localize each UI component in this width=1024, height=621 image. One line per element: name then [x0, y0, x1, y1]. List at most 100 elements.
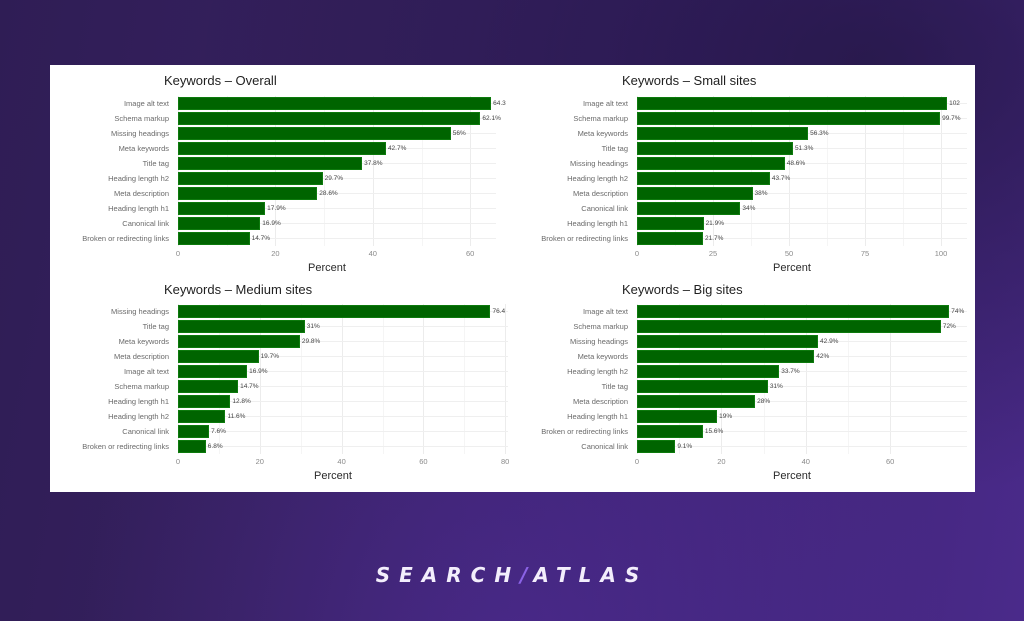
row-gridline	[637, 371, 967, 372]
bar-row: Meta keywords 56.3%	[578, 127, 967, 140]
category-label: Title tag	[601, 382, 628, 391]
bar	[178, 440, 206, 453]
bar-row: Image alt text 74%	[583, 305, 967, 318]
value-label: 42%	[816, 353, 830, 360]
bar	[178, 320, 305, 333]
bar-row: Canonical link 7.6%	[122, 425, 508, 438]
value-label: 21.7%	[704, 235, 724, 242]
bar-row: Heading length h1 19%	[567, 410, 967, 423]
bar	[637, 395, 756, 408]
gridline	[721, 304, 723, 454]
category-label: Meta keywords	[577, 352, 628, 361]
bar-row: Schema markup 62.1%	[114, 112, 501, 125]
bar-row: Heading length h2 29.7%	[108, 172, 496, 185]
bar-row: Meta keywords 42%	[578, 350, 967, 363]
bar-row: Title tag 31%	[143, 320, 508, 333]
category-label: Broken or redirecting links	[541, 427, 628, 436]
bar	[178, 217, 261, 230]
category-label: Schema markup	[573, 114, 628, 123]
x-tick-label: 40	[801, 457, 810, 466]
gridline-minor	[675, 96, 676, 246]
gridline-minor	[679, 304, 681, 454]
x-tick-label: 60	[466, 249, 475, 258]
value-label: 9.1%	[677, 443, 693, 450]
row-gridline	[637, 238, 967, 239]
value-label: 28%	[757, 398, 771, 405]
gridline	[505, 304, 507, 454]
bar	[637, 112, 941, 125]
bar-row: Broken or redirecting links 15.6%	[541, 425, 967, 438]
bar-row: Canonical link 9.1%	[581, 440, 967, 453]
plot-area: Image alt text 74% Schema markup 72% Missing…	[541, 304, 967, 454]
bar-row: Missing headings 42.9%	[570, 335, 967, 348]
value-label: 34%	[742, 205, 756, 212]
category-label: Heading length h2	[567, 174, 628, 183]
chart-title: Keywords – Medium sites	[164, 282, 313, 297]
row-gridline	[637, 446, 967, 447]
value-label: 72%	[942, 323, 956, 330]
bar-row: Meta keywords 42.7%	[119, 142, 496, 155]
chart-title: Keywords – Overall	[164, 73, 277, 88]
gridline-minor	[827, 96, 828, 246]
gridline	[372, 96, 374, 246]
bar	[178, 202, 266, 215]
gridline-minor	[421, 96, 423, 246]
bar	[637, 232, 703, 245]
value-label: 42.9%	[820, 338, 839, 345]
value-label: 48.6%	[786, 160, 806, 167]
gridline	[275, 96, 277, 246]
x-tick-label: 25	[708, 249, 718, 258]
bar	[637, 217, 704, 230]
gridline	[890, 304, 892, 454]
bar	[178, 97, 492, 110]
bar-row: Schema markup 72%	[573, 320, 967, 333]
category-label: Missing headings	[111, 307, 169, 316]
bar	[637, 187, 753, 200]
category-label: Image alt text	[582, 307, 628, 316]
category-label: Meta description	[113, 189, 169, 198]
row-gridline	[178, 326, 508, 327]
gridline-minor	[300, 304, 302, 454]
x-axis-label: Percent	[773, 470, 811, 482]
x-tick-label: 100	[934, 249, 948, 258]
value-label: 21.9%	[705, 220, 724, 227]
row-gridline	[178, 178, 496, 179]
bar-row: Missing headings 76.4	[111, 305, 508, 318]
category-label: Meta description	[113, 352, 169, 361]
bar-row: Heading length h2 11.6%	[108, 410, 508, 423]
value-label: 62.1%	[482, 115, 501, 122]
bar-row: Heading length h2 33.7%	[567, 365, 967, 378]
value-label: 12.8%	[232, 398, 251, 405]
gridline	[178, 96, 179, 246]
gridline	[470, 96, 472, 246]
x-tick-label: 60	[886, 457, 895, 466]
gridline-minor	[382, 304, 384, 454]
x-tick-label: 60	[419, 457, 428, 466]
bar	[178, 305, 491, 318]
bar	[637, 157, 785, 170]
row-gridline	[637, 193, 967, 194]
bar	[178, 157, 363, 170]
x-tick-label: 80	[501, 457, 510, 466]
row-gridline	[178, 193, 496, 194]
row-gridline	[637, 163, 967, 164]
value-label: 76.4	[492, 308, 506, 315]
row-gridline	[637, 178, 967, 179]
bar	[637, 425, 703, 438]
value-label: 51.3%	[794, 145, 814, 152]
plot-area: Image alt text 64.3 Schema markup 62.1% Miss…	[82, 96, 506, 246]
row-gridline	[637, 431, 967, 432]
row-gridline	[637, 386, 967, 387]
x-tick-label: 20	[271, 249, 280, 258]
value-label: 31%	[769, 383, 783, 390]
bar	[178, 365, 248, 378]
gridline-minor	[218, 304, 220, 454]
row-gridline	[178, 371, 508, 372]
row-gridline	[178, 223, 496, 224]
gridline-minor	[848, 304, 849, 454]
x-axis-label: Percent	[773, 262, 811, 274]
bar-row: Image alt text 64.3	[124, 97, 506, 110]
bar	[178, 350, 259, 363]
bar-row: Canonical link 34%	[581, 202, 967, 215]
chart-title: Keywords – Small sites	[622, 73, 757, 88]
